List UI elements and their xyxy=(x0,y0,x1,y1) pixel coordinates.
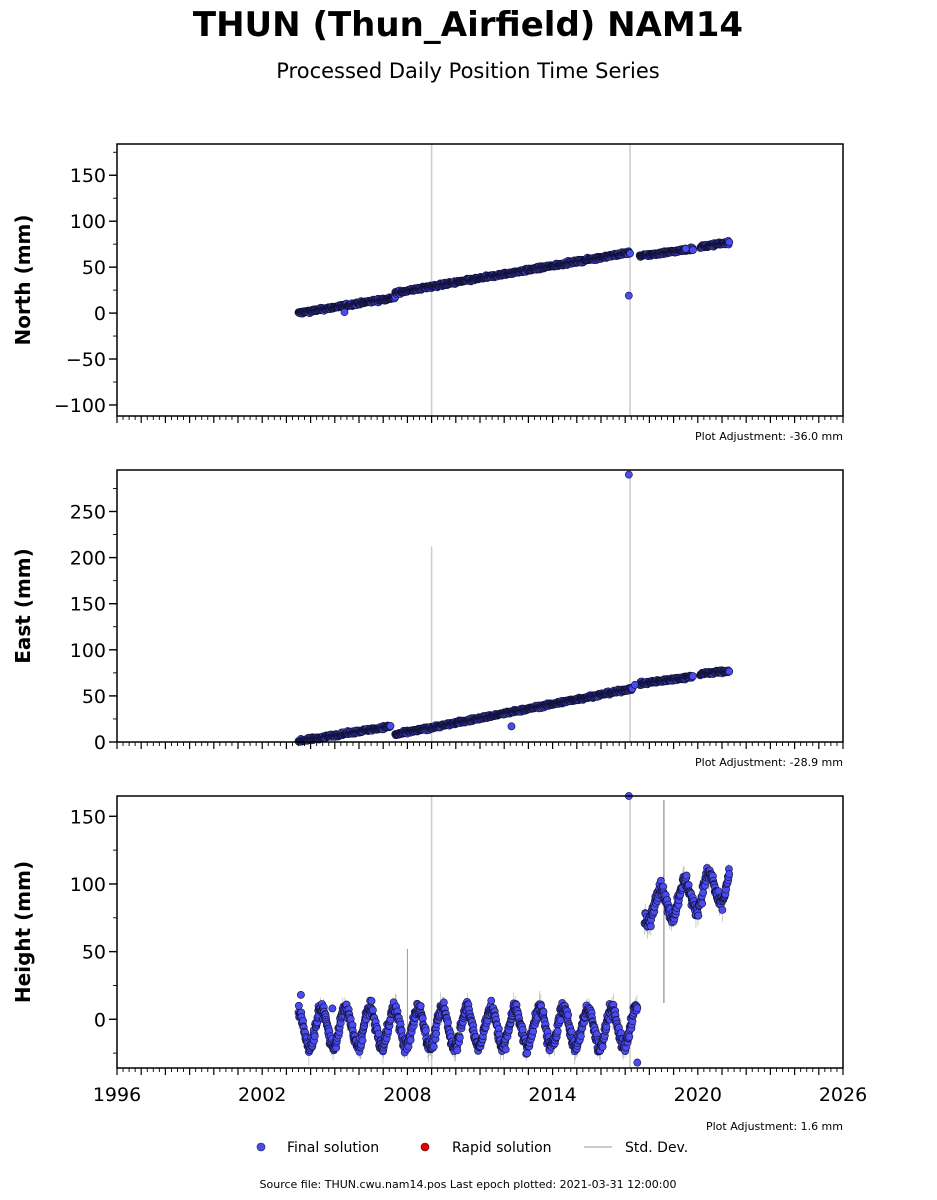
east-panel: 0 50 100 150 200 250 East (mm) xyxy=(11,469,844,754)
final-solution-point xyxy=(340,308,349,317)
final-solution-point xyxy=(358,1036,367,1045)
figure-title: THUN (Thun_Airfield) NAM14 xyxy=(193,5,743,45)
final-solution-point xyxy=(689,672,697,681)
north-panel: −100 −50 0 50 100 150 North (mm) xyxy=(11,143,844,423)
figure-subtitle: Processed Daily Position Time Series xyxy=(276,59,660,83)
plot-frame xyxy=(116,469,844,743)
y-tick-label: 250 xyxy=(70,501,106,523)
y-tick-label: 50 xyxy=(82,257,106,279)
y-tick-label: −50 xyxy=(66,349,106,371)
final-solution-point xyxy=(386,722,395,730)
final-solution-point xyxy=(406,1036,415,1044)
final-solution-point xyxy=(374,1029,383,1038)
final-solution-point xyxy=(369,1006,377,1014)
final-solution-point xyxy=(294,1001,303,1010)
y-tick-label: 100 xyxy=(70,211,106,233)
y-tick-label: 200 xyxy=(70,548,106,570)
final-solution-point xyxy=(689,246,697,254)
y-tick-label: 150 xyxy=(70,165,106,187)
final-solution-point xyxy=(439,998,448,1007)
final-solution-point xyxy=(416,1002,425,1010)
y-tick-label: 100 xyxy=(70,640,106,662)
y-tick-label: 150 xyxy=(70,594,106,616)
y-tick-label: −100 xyxy=(54,395,106,417)
final-solution-point xyxy=(421,1026,430,1035)
final-solution-point xyxy=(624,470,633,479)
final-solution-point xyxy=(453,1046,462,1055)
final-solution-point xyxy=(725,238,734,247)
final-solution-point xyxy=(367,997,376,1005)
final-solution-point xyxy=(626,249,634,258)
final-solution-point xyxy=(624,291,633,300)
y-tick-label: 50 xyxy=(82,686,106,708)
y-axis-label: East (mm) xyxy=(11,548,35,664)
y-tick-label: 0 xyxy=(94,303,106,325)
y-tick-label: 0 xyxy=(94,732,106,754)
final-solution-point xyxy=(681,244,690,253)
final-solution-point xyxy=(429,1042,438,1051)
final-solution-point xyxy=(507,722,516,731)
y-axis-label: North (mm) xyxy=(11,214,35,345)
final-solution-point xyxy=(725,667,734,676)
final-solution-point xyxy=(310,1032,319,1041)
final-solution-point xyxy=(455,1033,464,1042)
final-solution-point xyxy=(630,680,639,689)
final-solution-point xyxy=(432,1029,441,1038)
